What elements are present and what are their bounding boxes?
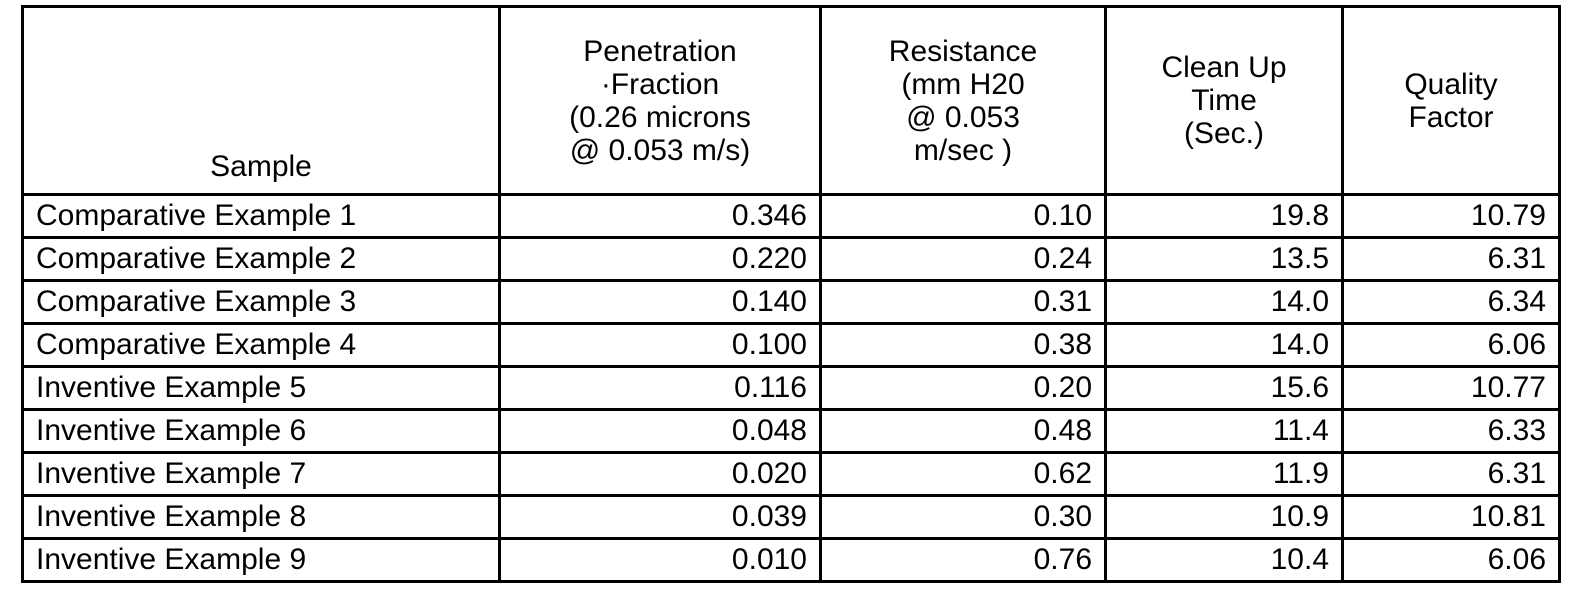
table-row: Inventive Example 8 0.039 0.30 10.9 10.8…: [21, 494, 1561, 540]
table-row: Inventive Example 9 0.010 0.76 10.4 6.06: [21, 537, 1561, 583]
cell-penetration-fraction: 0.140: [498, 279, 822, 325]
cell-sample: Comparative Example 4: [21, 322, 501, 368]
cell-resistance: 0.30: [819, 494, 1107, 540]
cell-penetration-fraction: 0.048: [498, 408, 822, 454]
cell-clean-up-time: 14.0: [1104, 322, 1344, 368]
cell-clean-up-time: 14.0: [1104, 279, 1344, 325]
cell-sample: Comparative Example 2: [21, 236, 501, 282]
table-row: Comparative Example 1 0.346 0.10 19.8 10…: [21, 193, 1561, 239]
cell-penetration-fraction: 0.346: [498, 193, 822, 239]
header-quality-factor: Quality Factor: [1341, 5, 1561, 196]
cell-clean-up-time: 10.4: [1104, 537, 1344, 583]
cell-quality-factor: 6.31: [1341, 451, 1561, 497]
cell-resistance: 0.62: [819, 451, 1107, 497]
cell-resistance: 0.10: [819, 193, 1107, 239]
cell-quality-factor: 6.34: [1341, 279, 1561, 325]
header-row: Sample Penetration ·Fraction (0.26 micro…: [21, 5, 1561, 196]
header-resistance: Resistance (mm H20 @ 0.053 m/sec ): [819, 5, 1107, 196]
table-row: Inventive Example 6 0.048 0.48 11.4 6.33: [21, 408, 1561, 454]
results-table: Sample Penetration ·Fraction (0.26 micro…: [21, 5, 1561, 583]
cell-sample: Comparative Example 3: [21, 279, 501, 325]
cell-penetration-fraction: 0.116: [498, 365, 822, 411]
cell-resistance: 0.38: [819, 322, 1107, 368]
cell-clean-up-time: 13.5: [1104, 236, 1344, 282]
cell-resistance: 0.76: [819, 537, 1107, 583]
header-sample: Sample: [21, 5, 501, 196]
cell-quality-factor: 10.79: [1341, 193, 1561, 239]
cell-penetration-fraction: 0.020: [498, 451, 822, 497]
table-row: Comparative Example 4 0.100 0.38 14.0 6.…: [21, 322, 1561, 368]
header-penetration-fraction: Penetration ·Fraction (0.26 microns @ 0.…: [498, 5, 822, 196]
table-header: Sample Penetration ·Fraction (0.26 micro…: [21, 5, 1561, 196]
cell-quality-factor: 10.77: [1341, 365, 1561, 411]
table-row: Inventive Example 5 0.116 0.20 15.6 10.7…: [21, 365, 1561, 411]
cell-clean-up-time: 19.8: [1104, 193, 1344, 239]
cell-penetration-fraction: 0.010: [498, 537, 822, 583]
table-row: Inventive Example 7 0.020 0.62 11.9 6.31: [21, 451, 1561, 497]
cell-clean-up-time: 11.4: [1104, 408, 1344, 454]
cell-sample: Inventive Example 7: [21, 451, 501, 497]
cell-sample: Inventive Example 9: [21, 537, 501, 583]
cell-penetration-fraction: 0.100: [498, 322, 822, 368]
table-row: Comparative Example 2 0.220 0.24 13.5 6.…: [21, 236, 1561, 282]
table-body: Comparative Example 1 0.346 0.10 19.8 10…: [21, 193, 1561, 583]
cell-penetration-fraction: 0.039: [498, 494, 822, 540]
cell-sample: Inventive Example 5: [21, 365, 501, 411]
cell-quality-factor: 6.06: [1341, 537, 1561, 583]
cell-quality-factor: 6.33: [1341, 408, 1561, 454]
cell-clean-up-time: 11.9: [1104, 451, 1344, 497]
cell-quality-factor: 10.81: [1341, 494, 1561, 540]
data-table-container: Sample Penetration ·Fraction (0.26 micro…: [21, 5, 1561, 583]
cell-resistance: 0.20: [819, 365, 1107, 411]
cell-sample: Inventive Example 8: [21, 494, 501, 540]
cell-quality-factor: 6.06: [1341, 322, 1561, 368]
cell-resistance: 0.24: [819, 236, 1107, 282]
table-row: Comparative Example 3 0.140 0.31 14.0 6.…: [21, 279, 1561, 325]
cell-quality-factor: 6.31: [1341, 236, 1561, 282]
header-clean-up-time: Clean Up Time (Sec.): [1104, 5, 1344, 196]
cell-penetration-fraction: 0.220: [498, 236, 822, 282]
cell-resistance: 0.48: [819, 408, 1107, 454]
cell-clean-up-time: 15.6: [1104, 365, 1344, 411]
cell-clean-up-time: 10.9: [1104, 494, 1344, 540]
cell-resistance: 0.31: [819, 279, 1107, 325]
cell-sample: Comparative Example 1: [21, 193, 501, 239]
cell-sample: Inventive Example 6: [21, 408, 501, 454]
